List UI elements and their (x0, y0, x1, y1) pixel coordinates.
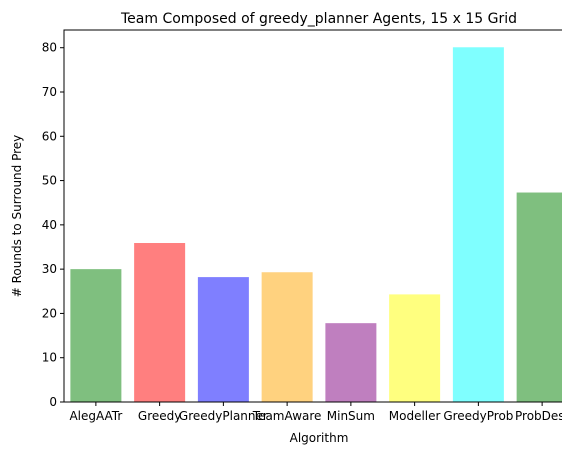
bar-alegaatr (70, 269, 122, 402)
bar-probdest (516, 192, 562, 402)
y-tick-label: 40 (42, 218, 57, 232)
y-tick-label: 60 (42, 129, 57, 143)
x-tick-label: Greedy (138, 409, 181, 423)
bar-greedy (134, 243, 186, 402)
chart-title: Team Composed of greedy_planner Agents, … (120, 11, 517, 27)
x-tick-label: MinSum (327, 409, 375, 423)
bar-teamaware (261, 272, 313, 402)
x-tick-label: GreedyPlanner (179, 409, 268, 423)
x-tick-label: ProbDest (515, 409, 562, 423)
y-tick-label: 20 (42, 306, 57, 320)
y-tick-label: 10 (42, 351, 57, 365)
x-tick-label: AlegAATr (69, 409, 122, 423)
y-axis-ticks: 0 10 20 30 40 50 60 70 80 (42, 41, 64, 409)
y-tick-label: 0 (49, 395, 57, 409)
bar-minsum (325, 323, 377, 402)
x-tick-label: GreedyProb (443, 409, 513, 423)
y-axis-label: # Rounds to Surround Prey (10, 135, 24, 298)
x-tick-label: Modeller (389, 409, 441, 423)
y-tick-label: 80 (42, 41, 57, 55)
y-tick-label: 50 (42, 174, 57, 188)
bar-modeller (389, 294, 441, 402)
plot-frame (63, 29, 562, 403)
y-tick-label: 70 (42, 85, 57, 99)
bar-greedyplanner (197, 277, 249, 402)
bars-group (70, 47, 562, 403)
y-tick-label: 30 (42, 262, 57, 276)
x-tick-label: TeamAware (252, 409, 322, 423)
bar-greedyprob (452, 47, 504, 403)
x-axis-label: Algorithm (290, 431, 349, 445)
